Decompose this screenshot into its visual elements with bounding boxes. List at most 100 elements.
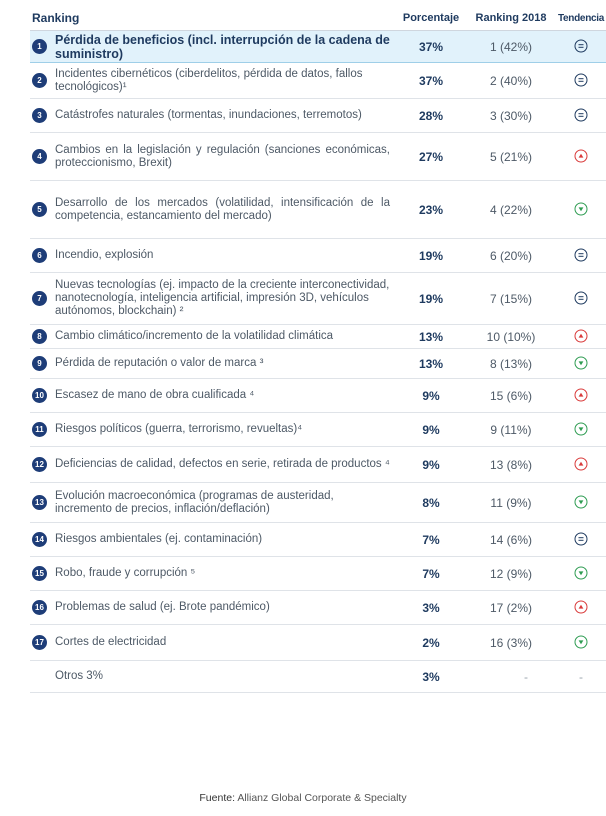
trend-cell [556, 446, 606, 483]
risk-label: Problemas de salud (ej. Brote pandémico) [55, 601, 270, 613]
rank-number-badge: 16 [32, 600, 47, 615]
rank-number-badge: 12 [32, 457, 47, 472]
trend-cell [556, 522, 606, 557]
ranking-2018-cell: 3 (30%) [466, 98, 556, 133]
ranking-2018-cell: 1 (42%) [466, 30, 556, 63]
percentage-cell: 3% [396, 590, 466, 625]
risk-cell: 3 Catástrofes naturales (tormentas, inund… [30, 98, 396, 133]
risk-label: Catástrofes naturales (tormentas, inunda… [55, 109, 362, 121]
trend-cell [556, 324, 606, 349]
trend-equal-icon [574, 248, 588, 262]
trend-down-icon [574, 422, 588, 436]
risk-cell: 12 Deficiencias de calidad, defectos en s… [30, 446, 396, 483]
risk-cell: 15 Robo, fraude y corrupción ⁵ [30, 556, 396, 591]
trend-equal-icon [574, 532, 588, 546]
risk-label: Cortes de electricidad [55, 636, 167, 648]
rank-number-badge: 5 [32, 202, 47, 217]
trend-down-icon [574, 202, 588, 216]
rank-number-badge: 1 [32, 39, 47, 54]
trend-cell [556, 272, 606, 325]
ranking-2018-cell: 16 (3%) [466, 624, 556, 661]
ranking-2018-cell: 2 (40%) [466, 62, 556, 99]
risk-cell: 6 Incendio, explosión [30, 238, 396, 273]
table-row: 13 Evolución macroeconómica (programas de… [30, 482, 606, 523]
header-ranking: Ranking [30, 6, 396, 31]
risk-label: Otros 3% [55, 670, 103, 682]
percentage-cell: 9% [396, 446, 466, 483]
source-note: Fuente: Allianz Global Corporate & Speci… [0, 792, 606, 804]
ranking-2018-cell: 12 (9%) [466, 556, 556, 591]
table-row: 14 Riesgos ambientales (ej. contaminación… [30, 522, 606, 557]
percentage-cell: 7% [396, 522, 466, 557]
table-row: 6 Incendio, explosión 19% 6 (20%) [30, 238, 606, 273]
trend-cell [556, 378, 606, 413]
rank-number-badge: 8 [32, 329, 47, 344]
ranking-2018-cell: 5 (21%) [466, 132, 556, 181]
risk-cell: 14 Riesgos ambientales (ej. contaminación… [30, 522, 396, 557]
trend-equal-icon [574, 291, 588, 305]
rank-number-badge: 9 [32, 356, 47, 371]
percentage-cell: 37% [396, 30, 466, 63]
ranking-2018-cell: 9 (11%) [466, 412, 556, 447]
risk-cell: 2 Incidentes cibernéticos (ciberdelitos, … [30, 62, 396, 99]
trend-cell [556, 62, 606, 99]
table-row: 9 Pérdida de reputación o valor de marca … [30, 348, 606, 379]
table-row: 11 Riesgos políticos (guerra, terrorismo,… [30, 412, 606, 447]
risk-cell: 9 Pérdida de reputación o valor de marca … [30, 348, 396, 379]
rank-number-badge: 13 [32, 495, 47, 510]
trend-down-icon [574, 356, 588, 370]
ranking-2018-cell: - [466, 660, 556, 693]
trend-cell [556, 482, 606, 523]
percentage-cell: 27% [396, 132, 466, 181]
table-row: 1 Pérdida de beneficios (incl. interrupci… [30, 30, 606, 63]
percentage-cell: 13% [396, 324, 466, 349]
risk-label: Riesgos políticos (guerra, terrorismo, r… [55, 423, 303, 435]
rank-number-badge [32, 669, 47, 684]
table-row: 7 Nuevas tecnologías (ej. impacto de la c… [30, 272, 606, 325]
trend-down-icon [574, 495, 588, 509]
rank-number-badge: 2 [32, 73, 47, 88]
source-text: Allianz Global Corporate & Specialty [235, 792, 407, 804]
risk-label: Cambio climático/incremento de la volati… [55, 330, 334, 342]
risk-label: Evolución macroeconómica (programas de a… [55, 489, 334, 515]
trend-up-icon [574, 457, 588, 471]
table-row: 10 Escasez de mano de obra cualificada ⁴ 9… [30, 378, 606, 413]
ranking-2018-cell: 17 (2%) [466, 590, 556, 625]
header-ranking-2018: Ranking 2018 [466, 6, 556, 31]
trend-cell: - [556, 660, 606, 693]
risk-label: Pérdida de reputación o valor de marca ³ [55, 357, 264, 369]
risk-label: Desarrollo de los mercados (volatilidad,… [55, 196, 390, 222]
rank-number-badge: 6 [32, 248, 47, 263]
ranking-2018-cell: 6 (20%) [466, 238, 556, 273]
trend-up-icon [574, 149, 588, 163]
trend-cell [556, 98, 606, 133]
table-row: 2 Incidentes cibernéticos (ciberdelitos, … [30, 62, 606, 99]
percentage-cell: 9% [396, 378, 466, 413]
risk-label: Nuevas tecnologías (ej. impacto de la cr… [55, 279, 390, 317]
risk-label: Pérdida de beneficios (incl. interrupció… [55, 32, 390, 61]
trend-cell [556, 132, 606, 181]
trend-cell [556, 624, 606, 661]
risk-label: Deficiencias de calidad, defectos en ser… [55, 458, 390, 470]
table-row: 12 Deficiencias de calidad, defectos en s… [30, 446, 606, 483]
percentage-cell: 19% [396, 272, 466, 325]
rank-number-badge: 11 [32, 422, 47, 437]
trend-empty-dash: - [579, 669, 583, 684]
risk-cell: 16 Problemas de salud (ej. Brote pandémic… [30, 590, 396, 625]
risk-cell: 1 Pérdida de beneficios (incl. interrupci… [30, 30, 396, 63]
risk-cell: 7 Nuevas tecnologías (ej. impacto de la c… [30, 272, 396, 325]
table-row: 3 Catástrofes naturales (tormentas, inund… [30, 98, 606, 133]
trend-cell [556, 30, 606, 63]
table-header-row: Ranking Porcentaje Ranking 2018 Tendenci… [30, 6, 606, 31]
table-row: 5 Desarrollo de los mercados (volatilidad… [30, 180, 606, 239]
table-row: Otros 3% 3% - - [30, 660, 606, 693]
trend-up-icon [574, 600, 588, 614]
risk-label: Escasez de mano de obra cualificada ⁴ [55, 389, 255, 401]
rank-number-badge: 14 [32, 532, 47, 547]
percentage-cell: 2% [396, 624, 466, 661]
trend-equal-icon [574, 39, 588, 53]
risk-label: Robo, fraude y corrupción ⁵ [55, 567, 196, 579]
risk-cell: 4 Cambios en la legislación y regulación … [30, 132, 396, 181]
trend-cell [556, 556, 606, 591]
percentage-cell: 7% [396, 556, 466, 591]
